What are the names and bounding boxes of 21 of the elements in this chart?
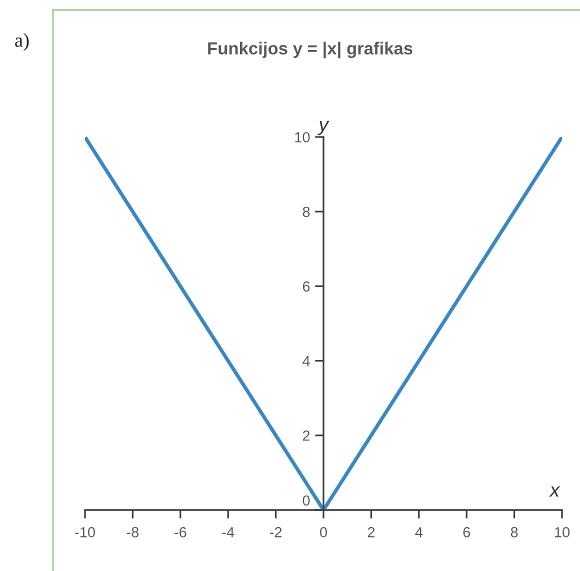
text: a) bbox=[15, 33, 29, 51]
x-tick-label: -6 bbox=[174, 527, 186, 538]
x-axis-title: x bbox=[549, 486, 560, 497]
x-tick-label: 8 bbox=[510, 527, 518, 538]
x-tick-label: -10 bbox=[75, 527, 95, 538]
x-tick-label: 0 bbox=[320, 527, 327, 538]
y-axis-title: y bbox=[318, 120, 330, 136]
x-tick-label: 2 bbox=[368, 527, 375, 538]
y-tick-label: 10 bbox=[295, 132, 310, 142]
y-tick-label: 2 bbox=[302, 430, 310, 441]
y-tick-label: 0 bbox=[302, 495, 310, 506]
x-tick-label: -2 bbox=[270, 527, 282, 538]
y-tick-label: 6 bbox=[302, 281, 310, 292]
x-tick-label: 4 bbox=[415, 527, 423, 538]
x-tick-label: -8 bbox=[126, 527, 139, 538]
x-tick-label: 6 bbox=[463, 527, 470, 538]
x-tick-label: -4 bbox=[222, 527, 234, 538]
chart-title: Funkcijos y = |x| grafikas bbox=[208, 42, 412, 58]
x-tick-label: 10 bbox=[555, 527, 570, 538]
y-tick-label: 4 bbox=[302, 356, 310, 366]
y-tick-label: 8 bbox=[302, 206, 310, 218]
